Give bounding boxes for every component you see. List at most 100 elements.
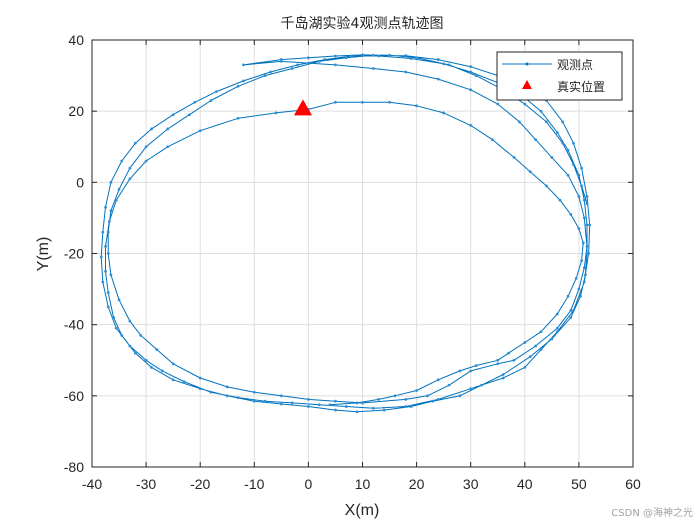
observation-point [572, 163, 575, 166]
observation-point [193, 100, 197, 104]
observation-point [580, 184, 584, 188]
observation-point [323, 58, 327, 61]
observation-point [582, 198, 586, 202]
observation-point [517, 120, 521, 124]
observation-point [361, 53, 364, 57]
observation-point [290, 401, 294, 405]
legend-label-observed: 观测点 [557, 58, 593, 72]
observation-point [409, 57, 413, 60]
observation-point [361, 100, 364, 104]
observation-point [128, 177, 132, 181]
observation-point [580, 166, 584, 170]
legend-dot-icon [525, 62, 529, 66]
observation-point [580, 259, 584, 263]
observation-point [574, 277, 578, 280]
observation-point [198, 387, 202, 391]
observation-point [469, 387, 473, 391]
observation-point [550, 337, 554, 341]
observation-point [426, 394, 429, 398]
observation-point [555, 131, 559, 134]
observation-point [377, 54, 381, 58]
observation-point [561, 120, 565, 124]
observation-point [198, 129, 202, 133]
y-tick-label: 0 [76, 174, 84, 190]
observation-point [371, 67, 375, 70]
observation-point [106, 230, 110, 234]
observation-point [144, 358, 148, 362]
observation-point [523, 365, 527, 369]
observation-point [109, 273, 113, 277]
observation-point [144, 159, 148, 163]
observation-point [528, 170, 532, 174]
observation-point [585, 202, 589, 206]
observation-point [104, 205, 107, 209]
observation-point [171, 113, 175, 117]
observation-point [355, 410, 359, 414]
y-tick-label: -40 [64, 317, 84, 333]
observation-point [117, 298, 121, 302]
observation-point [279, 394, 283, 398]
observation-point [128, 166, 132, 170]
observation-point [274, 111, 278, 115]
grid-lines [92, 40, 633, 467]
observation-point [225, 394, 229, 398]
true-position-marker [293, 99, 312, 116]
observation-point [569, 212, 573, 216]
y-tick-label: 20 [68, 103, 84, 119]
observation-point [404, 54, 408, 58]
observation-point [490, 138, 494, 142]
observation-point [469, 88, 473, 92]
legend-label-true: 真实位置 [557, 79, 605, 94]
observation-point [344, 405, 348, 408]
observation-point [566, 294, 570, 298]
x-tick-label: 30 [463, 476, 479, 492]
observation-point [577, 173, 581, 177]
observation-point [577, 195, 581, 198]
observation-point [236, 84, 240, 88]
x-tick-label: 20 [409, 476, 425, 492]
observation-point [382, 408, 386, 412]
observation-point [539, 330, 543, 334]
observation-point [215, 90, 218, 93]
observation-point [279, 402, 283, 406]
observation-point [117, 188, 121, 191]
observation-point [469, 70, 473, 74]
observation-point [171, 378, 175, 382]
observation-point [545, 120, 548, 124]
observation-point [436, 77, 440, 81]
observation-point [225, 385, 229, 389]
observation-point [555, 312, 559, 316]
observation-point [344, 56, 348, 60]
observation-point [252, 399, 256, 403]
observation-point [307, 56, 310, 60]
x-tick-label: -10 [244, 476, 264, 492]
x-tick-label: -20 [190, 476, 210, 492]
y-tick-label: 40 [68, 32, 84, 48]
observation-point [290, 67, 294, 70]
observation-point [334, 100, 337, 104]
observation-point [371, 406, 375, 410]
observation-point [114, 198, 118, 202]
observation-point [209, 99, 213, 102]
red-triangle-icon [293, 99, 312, 116]
observation-point [501, 373, 505, 376]
observation-point [415, 104, 418, 108]
observation-point [107, 220, 111, 223]
observation-point [279, 59, 283, 63]
observation-point [242, 79, 245, 83]
observation-point [114, 326, 118, 330]
observation-point [106, 252, 110, 255]
observation-point [501, 376, 505, 380]
observation-point [447, 63, 451, 67]
observation-point [528, 355, 532, 359]
observation-point [307, 397, 310, 401]
observation-point [577, 227, 581, 230]
observation-point [317, 59, 321, 63]
observation-point [581, 241, 585, 245]
observation-point [566, 148, 570, 152]
observation-point [585, 195, 589, 198]
observation-point [296, 63, 299, 67]
observation-point [585, 223, 589, 227]
observation-point [109, 180, 113, 184]
observation-point [496, 362, 500, 366]
